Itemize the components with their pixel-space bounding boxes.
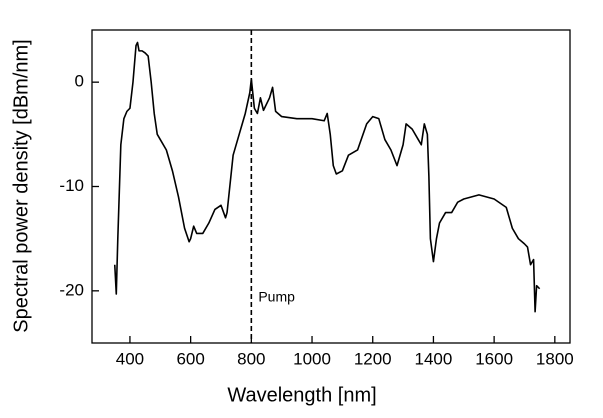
- x-tick-label: 600: [176, 349, 204, 368]
- x-tick-label: 400: [116, 349, 144, 368]
- x-tick-label: 1800: [536, 349, 574, 368]
- spectrum-line: [113, 41, 541, 313]
- y-tick-label: 0: [75, 72, 84, 91]
- y-tick-label: -10: [59, 176, 84, 195]
- y-axis-label: Spectral power density [dBm/nm]: [10, 39, 32, 332]
- x-tick-label: 1600: [475, 349, 513, 368]
- y-tick-label: -20: [59, 280, 84, 299]
- plot-frame: [91, 29, 571, 344]
- pump-label: Pump: [258, 289, 295, 305]
- x-tick-label: 1000: [293, 349, 331, 368]
- x-axis-label: Wavelength [nm]: [227, 384, 376, 406]
- x-tick-label: 1200: [354, 349, 392, 368]
- x-tick-label: 800: [237, 349, 265, 368]
- x-tick-label: 1400: [415, 349, 453, 368]
